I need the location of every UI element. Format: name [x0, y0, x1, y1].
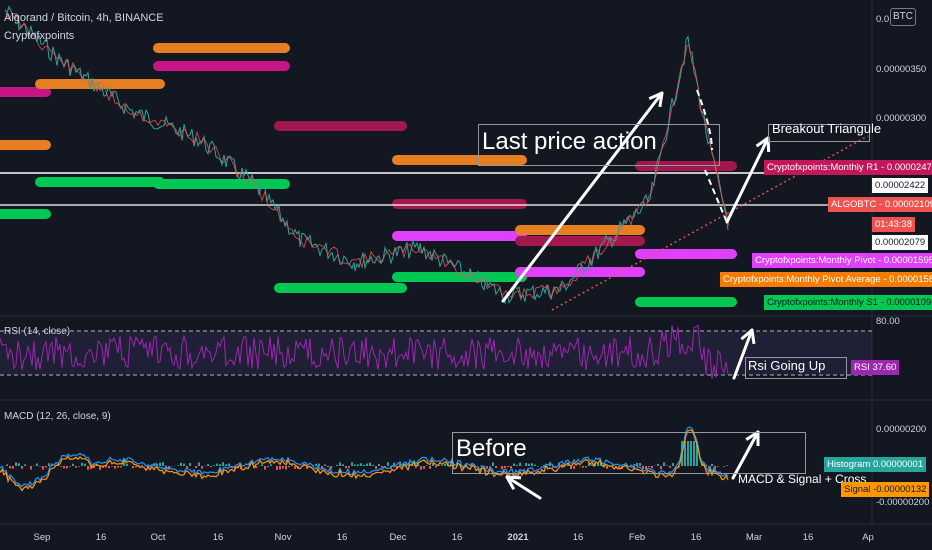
annotation-before: Before — [456, 435, 527, 462]
price-tick-label: 0.00000350 — [876, 64, 926, 75]
arrow-rsi-up-head — [740, 328, 756, 345]
annotation-box-last-price — [478, 124, 720, 166]
macd-line — [0, 426, 729, 488]
time-tick-label: 16 — [452, 532, 463, 543]
label-algobtc-price: ALGOBTC - 0.00002109 — [828, 197, 932, 212]
macd-signal-badge: Signal -0.00000132 — [841, 482, 930, 497]
time-tick-label: 16 — [96, 532, 107, 543]
arrow-breakout — [725, 136, 770, 224]
time-tick-label: Sep — [34, 532, 51, 543]
annotation-rsi-going-up: Rsi Going Up — [748, 358, 826, 373]
time-tick-label: 16 — [337, 532, 348, 543]
label-hline-2: 0.00002079 — [872, 235, 929, 250]
rsi-title: RSI (14, close) — [4, 326, 71, 337]
time-tick-label: 16 — [573, 532, 584, 543]
time-tick-label: 16 — [803, 532, 814, 543]
annotation-last-price-action: Last price action — [482, 128, 657, 155]
annotation-box-rsi — [745, 357, 847, 379]
annotation-box-breakout — [768, 124, 870, 142]
annotation-breakout-triangle: Breakout Triangule — [772, 121, 882, 136]
arrow-before — [505, 475, 542, 500]
label-monthly-s1: Cryptofxpoints:Monthly S1 - 0.00001091 — [764, 295, 932, 310]
time-tick-label: 16 — [213, 532, 224, 543]
macd-signal-line — [0, 429, 729, 492]
label-monthly-r1: Cryptofxpoints:Monthly R1 - 0.00002475 — [764, 160, 932, 175]
price-line-down-candles — [5, 12, 730, 302]
label-monthly-pivot-average: Cryptofxpoints:Monthly Pivot Average - 0… — [720, 272, 932, 287]
time-tick-label: Mar — [746, 532, 762, 543]
macd-tick-label: -0.00000200 — [876, 497, 929, 508]
macd-tick-label: 0.00000200 — [876, 424, 926, 435]
indicator-name: Cryptofxpoints — [4, 30, 75, 42]
arrow-before-head — [505, 475, 522, 490]
time-tick-label: 2021 — [507, 532, 529, 543]
rsi-tick-label: 80.00 — [876, 316, 900, 327]
arrow-last-price-action — [501, 91, 664, 303]
currency-button[interactable]: BTC — [890, 8, 916, 26]
arrow-last-price-action-head — [648, 91, 664, 108]
price-line — [4, 5, 729, 305]
time-tick-label: Dec — [390, 532, 407, 543]
rsi-badge: RSI 37.60 — [851, 360, 900, 375]
macd-histogram-badge: Histogram 0.00000001 — [824, 457, 927, 472]
annotation-box-before — [452, 432, 806, 474]
arrow-macd-up — [731, 430, 760, 480]
symbol-title: Algorand / Bitcoin, 4h, BINANCE — [4, 12, 164, 24]
annotation-macd-signal-cross: MACD & Signal + Cross — [738, 472, 867, 486]
macd-title: MACD (12, 26, close, 9) — [4, 411, 111, 422]
label-hline-1: 0.00002422 — [872, 178, 929, 193]
price-tick-label: 0.0 — [876, 14, 889, 25]
time-tick-label: Feb — [629, 532, 645, 543]
price-tick-label: 0.00000300 — [876, 113, 926, 124]
label-countdown: 01:43:38 — [872, 217, 915, 232]
time-tick-label: Ap — [862, 532, 874, 543]
arrow-rsi-up — [732, 328, 754, 380]
time-tick-label: Oct — [151, 532, 166, 543]
time-tick-label: 16 — [691, 532, 702, 543]
time-tick-label: Nov — [275, 532, 292, 543]
rsi-line — [0, 324, 729, 379]
label-monthly-pivot: Cryptofxpoints:Monthly Pivot - 0.0000159… — [752, 253, 932, 268]
